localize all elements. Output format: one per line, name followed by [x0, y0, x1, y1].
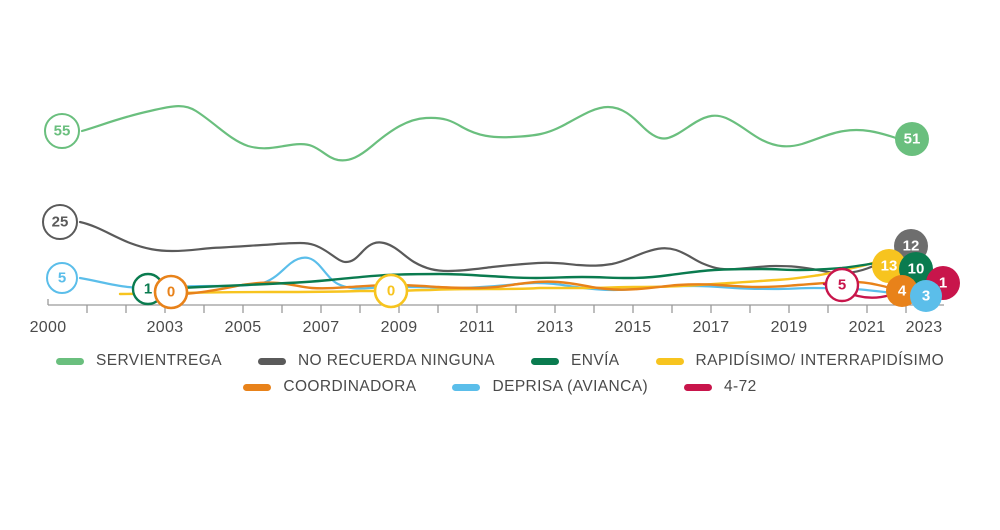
legend-label-4-72: 4-72 [724, 378, 757, 395]
legend-item-deprisa[interactable]: DEPRISA (AVIANCA) [452, 378, 648, 396]
legend-swatch-icon [684, 383, 713, 391]
series-line-no-recuerda [78, 220, 914, 275]
marker-rapidisimo-start-value: 0 [387, 283, 395, 300]
marker-deprisa-end: 3 [910, 280, 942, 312]
marker-4-72-end-value: 1 [939, 275, 947, 292]
marker-coordinadora-end-value: 4 [898, 283, 907, 300]
series-line-servientrega [80, 105, 898, 162]
marker-deprisa-end-value: 3 [922, 288, 930, 305]
marker-4-72-start-value: 5 [838, 277, 846, 294]
legend-item-coordinadora[interactable]: COORDINADORA [243, 378, 416, 396]
legend-item-rapidisimo[interactable]: RAPIDÍSIMO/ INTERRAPIDÍSIMO [655, 352, 945, 370]
marker-4-72-start: 5 [824, 267, 860, 303]
marker-deprisa-start-value: 5 [58, 270, 66, 287]
legend-label-no-recuerda-ninguna: NO RECUERDA NINGUNA [297, 352, 496, 369]
x-tick-2000: 2000 [30, 319, 67, 336]
x-tick-2013: 2013 [537, 319, 574, 336]
legend-item-4-72[interactable]: 4-72 [684, 378, 757, 396]
marker-coordinadora-start: 0 [153, 274, 189, 310]
marker-rapidisimo-end-value: 13 [881, 258, 898, 275]
legend-item-envia[interactable]: ENVÍA [531, 352, 620, 370]
legend-swatch-icon [655, 357, 684, 365]
x-tick-2017: 2017 [693, 319, 730, 336]
marker-envia-start-value: 1 [144, 281, 152, 298]
series-line-rapidisimo [118, 255, 892, 296]
x-tick-2009: 2009 [381, 319, 418, 336]
x-tick-2011: 2011 [459, 319, 495, 336]
marker-deprisa-start: 5 [46, 262, 78, 294]
marker-no-recuerda-start: 25 [42, 204, 78, 240]
multi-line-chart: 2000 2003 2005 2007 2009 2011 2013 2015 … [30, 105, 960, 336]
legend-swatch-icon [452, 383, 481, 391]
marker-servientrega-start: 55 [44, 113, 80, 149]
marker-no-recuerda-start-value: 25 [52, 214, 69, 231]
legend-label-envia: ENVÍA [571, 352, 620, 369]
x-axis-ticks [47, 299, 907, 313]
marker-coordinadora-start-value: 0 [167, 284, 175, 301]
marker-rapidisimo-start: 0 [373, 273, 409, 309]
marker-coordinadora-end: 4 [886, 275, 918, 307]
legend-label-rapidisimo: RAPIDÍSIMO/ INTERRAPIDÍSIMO [695, 352, 945, 369]
legend-row-1: SERVIENTREGA NO RECUERDA NINGUNA ENVÍA R… [0, 352, 1000, 370]
legend-swatch-icon [243, 383, 272, 391]
legend-label-deprisa: DEPRISA (AVIANCA) [492, 378, 649, 395]
x-tick-2015: 2015 [615, 319, 652, 336]
x-tick-2019: 2019 [771, 319, 808, 336]
marker-servientrega-end: 51 [895, 122, 929, 156]
x-tick-2003: 2003 [147, 319, 184, 336]
x-axis-tick-labels: 2000 2003 2005 2007 2009 2011 2013 2015 … [30, 319, 943, 336]
legend-swatch-icon [257, 357, 286, 365]
series-line-envia [138, 254, 908, 292]
marker-envia-end-value: 10 [908, 261, 925, 278]
chart-legend: SERVIENTREGA NO RECUERDA NINGUNA ENVÍA R… [0, 352, 1000, 404]
legend-swatch-icon [55, 357, 84, 365]
x-tick-2005: 2005 [225, 319, 262, 336]
legend-swatch-icon [531, 357, 560, 365]
marker-rapidisimo-end: 13 [872, 249, 906, 283]
x-tick-2021: 2021 [849, 319, 886, 336]
legend-label-servientrega: SERVIENTREGA [95, 352, 222, 369]
legend-row-2: COORDINADORA DEPRISA (AVIANCA) 4-72 [0, 378, 1000, 396]
marker-servientrega-end-value: 51 [904, 131, 921, 148]
x-tick-2007: 2007 [303, 319, 340, 336]
legend-item-servientrega[interactable]: SERVIENTREGA [55, 352, 222, 370]
marker-servientrega-start-value: 55 [54, 123, 71, 140]
x-tick-2023: 2023 [906, 319, 943, 336]
legend-label-coordinadora: COORDINADORA [283, 378, 417, 395]
legend-item-no-recuerda-ninguna[interactable]: NO RECUERDA NINGUNA [257, 352, 496, 370]
marker-no-recuerda-end-value: 12 [903, 238, 920, 255]
